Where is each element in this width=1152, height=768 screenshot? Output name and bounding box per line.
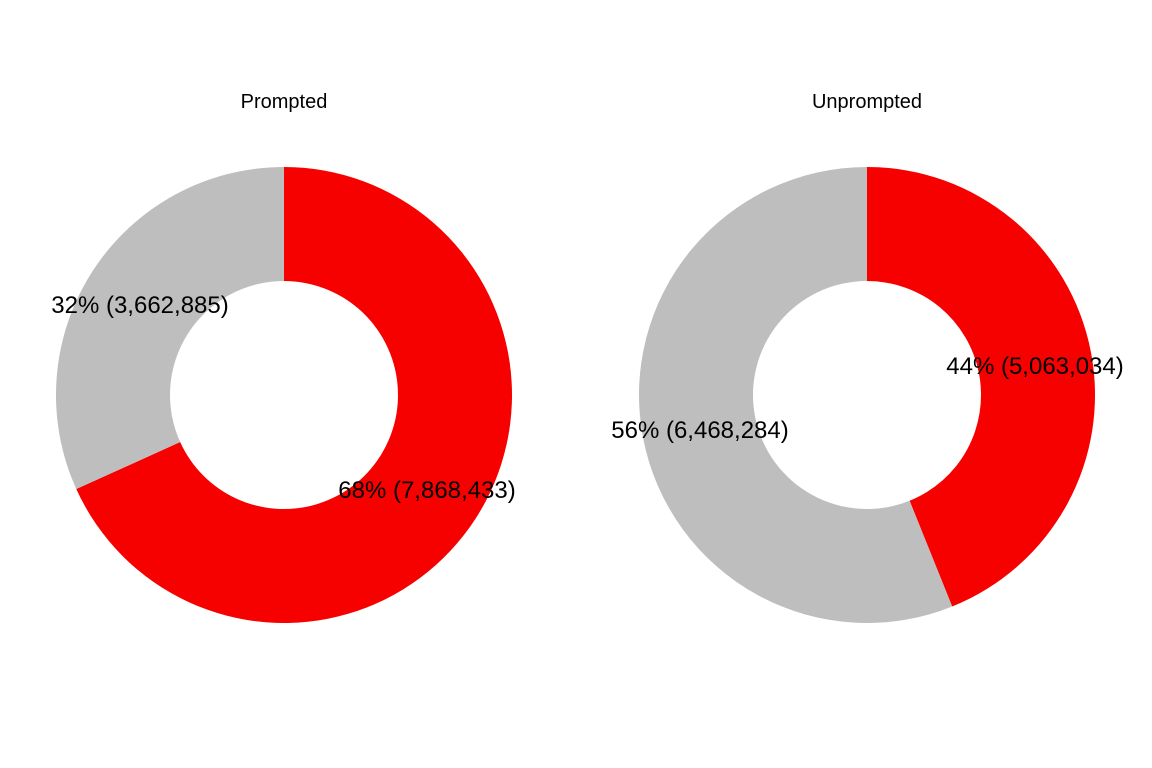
slice-unprompted-0: [867, 167, 1095, 607]
slice-prompted-0: [76, 167, 512, 623]
chart-title-unprompted: Unprompted: [812, 91, 922, 113]
slice-label-unprompted-0: 44% (5,063,034): [946, 353, 1123, 380]
slice-label-unprompted-1: 56% (6,468,284): [611, 417, 788, 444]
slice-unprompted-1: [638, 167, 953, 623]
chart-prompted: Prompted 68% (7,868,433) 32% (3,662,885): [51, 91, 516, 623]
chart-title-prompted: Prompted: [241, 91, 328, 113]
slice-label-prompted-0: 68% (7,868,433): [338, 477, 515, 504]
slice-label-prompted-1: 32% (3,662,885): [51, 292, 228, 319]
slice-prompted-1: [55, 167, 285, 490]
chart-unprompted: Unprompted 44% (5,063,034) 56% (6,468,284…: [611, 91, 1124, 623]
